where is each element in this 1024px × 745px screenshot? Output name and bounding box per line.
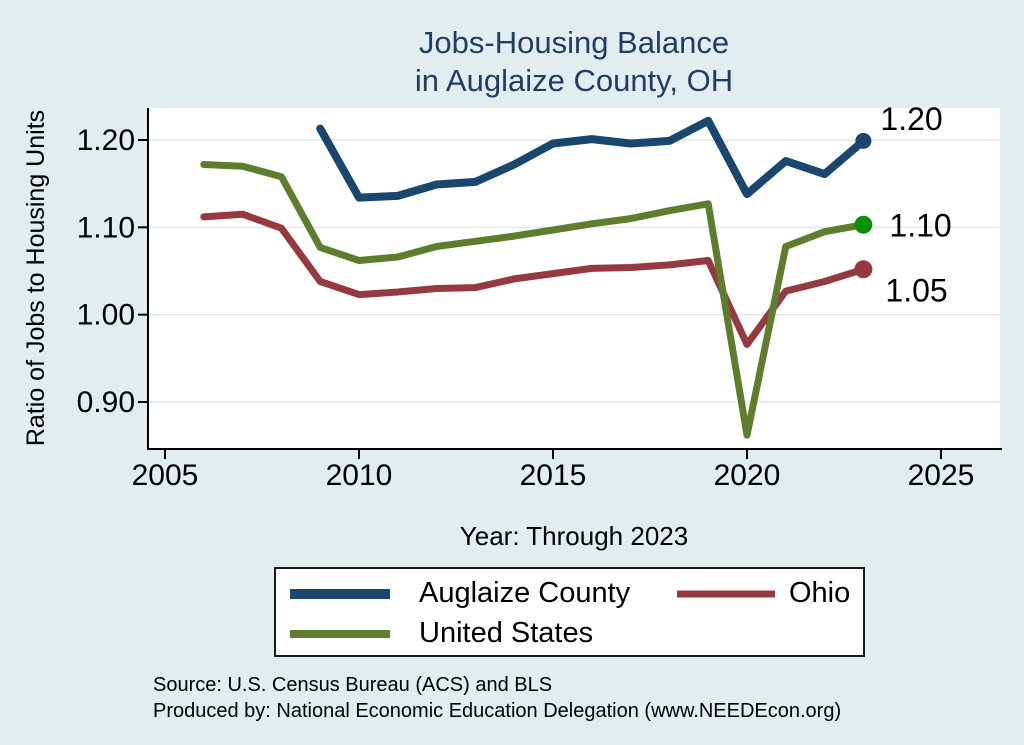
x-tick-label: 2020 [714, 459, 781, 492]
x-tick-label: 2015 [520, 459, 587, 492]
y-tick-label: 0.90 [77, 386, 135, 419]
chart-canvas: 1.20 1.10 1.00 0.90 2005 2010 2015 2020 2025 1.20… [22, 101, 1002, 551]
end-value-label-united-states: 1.10 [889, 208, 951, 244]
end-value-label-ohio: 1.05 [885, 272, 947, 308]
plot-area [148, 108, 1000, 449]
y-tick-label: 1.00 [77, 299, 135, 332]
endpoint-marker-auglaize-county [855, 132, 872, 149]
y-tick-label: 1.10 [77, 211, 135, 244]
end-value-label-auglaize-county: 1.20 [880, 101, 942, 137]
legend-label-united-states: United States [419, 616, 594, 649]
endpoint-marker-ohio [854, 260, 873, 279]
chart-footer: Source: U.S. Census Bureau (ACS) and BLS… [153, 672, 841, 724]
chart-title: Jobs-Housing Balance in Auglaize County,… [148, 24, 1000, 100]
legend-label-auglaize-county: Auglaize County [419, 576, 631, 609]
x-tick-label: 2005 [132, 459, 199, 492]
chart-title-line1: Jobs-Housing Balance [418, 25, 730, 60]
legend-label-ohio: Ohio [789, 576, 851, 609]
legend-swatch-ohio [677, 590, 775, 598]
y-axis-title: Ratio of Jobs to Housing Units [22, 110, 50, 446]
series-line-ohio [200, 210, 867, 348]
endpoint-marker-united-states [854, 215, 873, 234]
series-line-auglaize-county [316, 116, 868, 202]
produced-by-note: Produced by: National Economic Education… [153, 700, 842, 722]
legend-swatch-auglaize-county [290, 589, 390, 599]
x-tick-label: 2010 [326, 459, 393, 492]
x-tick-label: 2025 [908, 459, 975, 492]
legend-swatch-united-states [290, 630, 390, 638]
x-axis-title: Year: Through 2023 [460, 521, 688, 551]
chart-legend: Auglaize County Ohio United States [274, 567, 865, 657]
y-tick-label: 1.20 [77, 124, 135, 157]
series-line-united-states [200, 161, 867, 439]
chart-title-line2: in Auglaize County, OH [414, 63, 734, 98]
source-note: Source: U.S. Census Bureau (ACS) and BLS [153, 674, 553, 696]
